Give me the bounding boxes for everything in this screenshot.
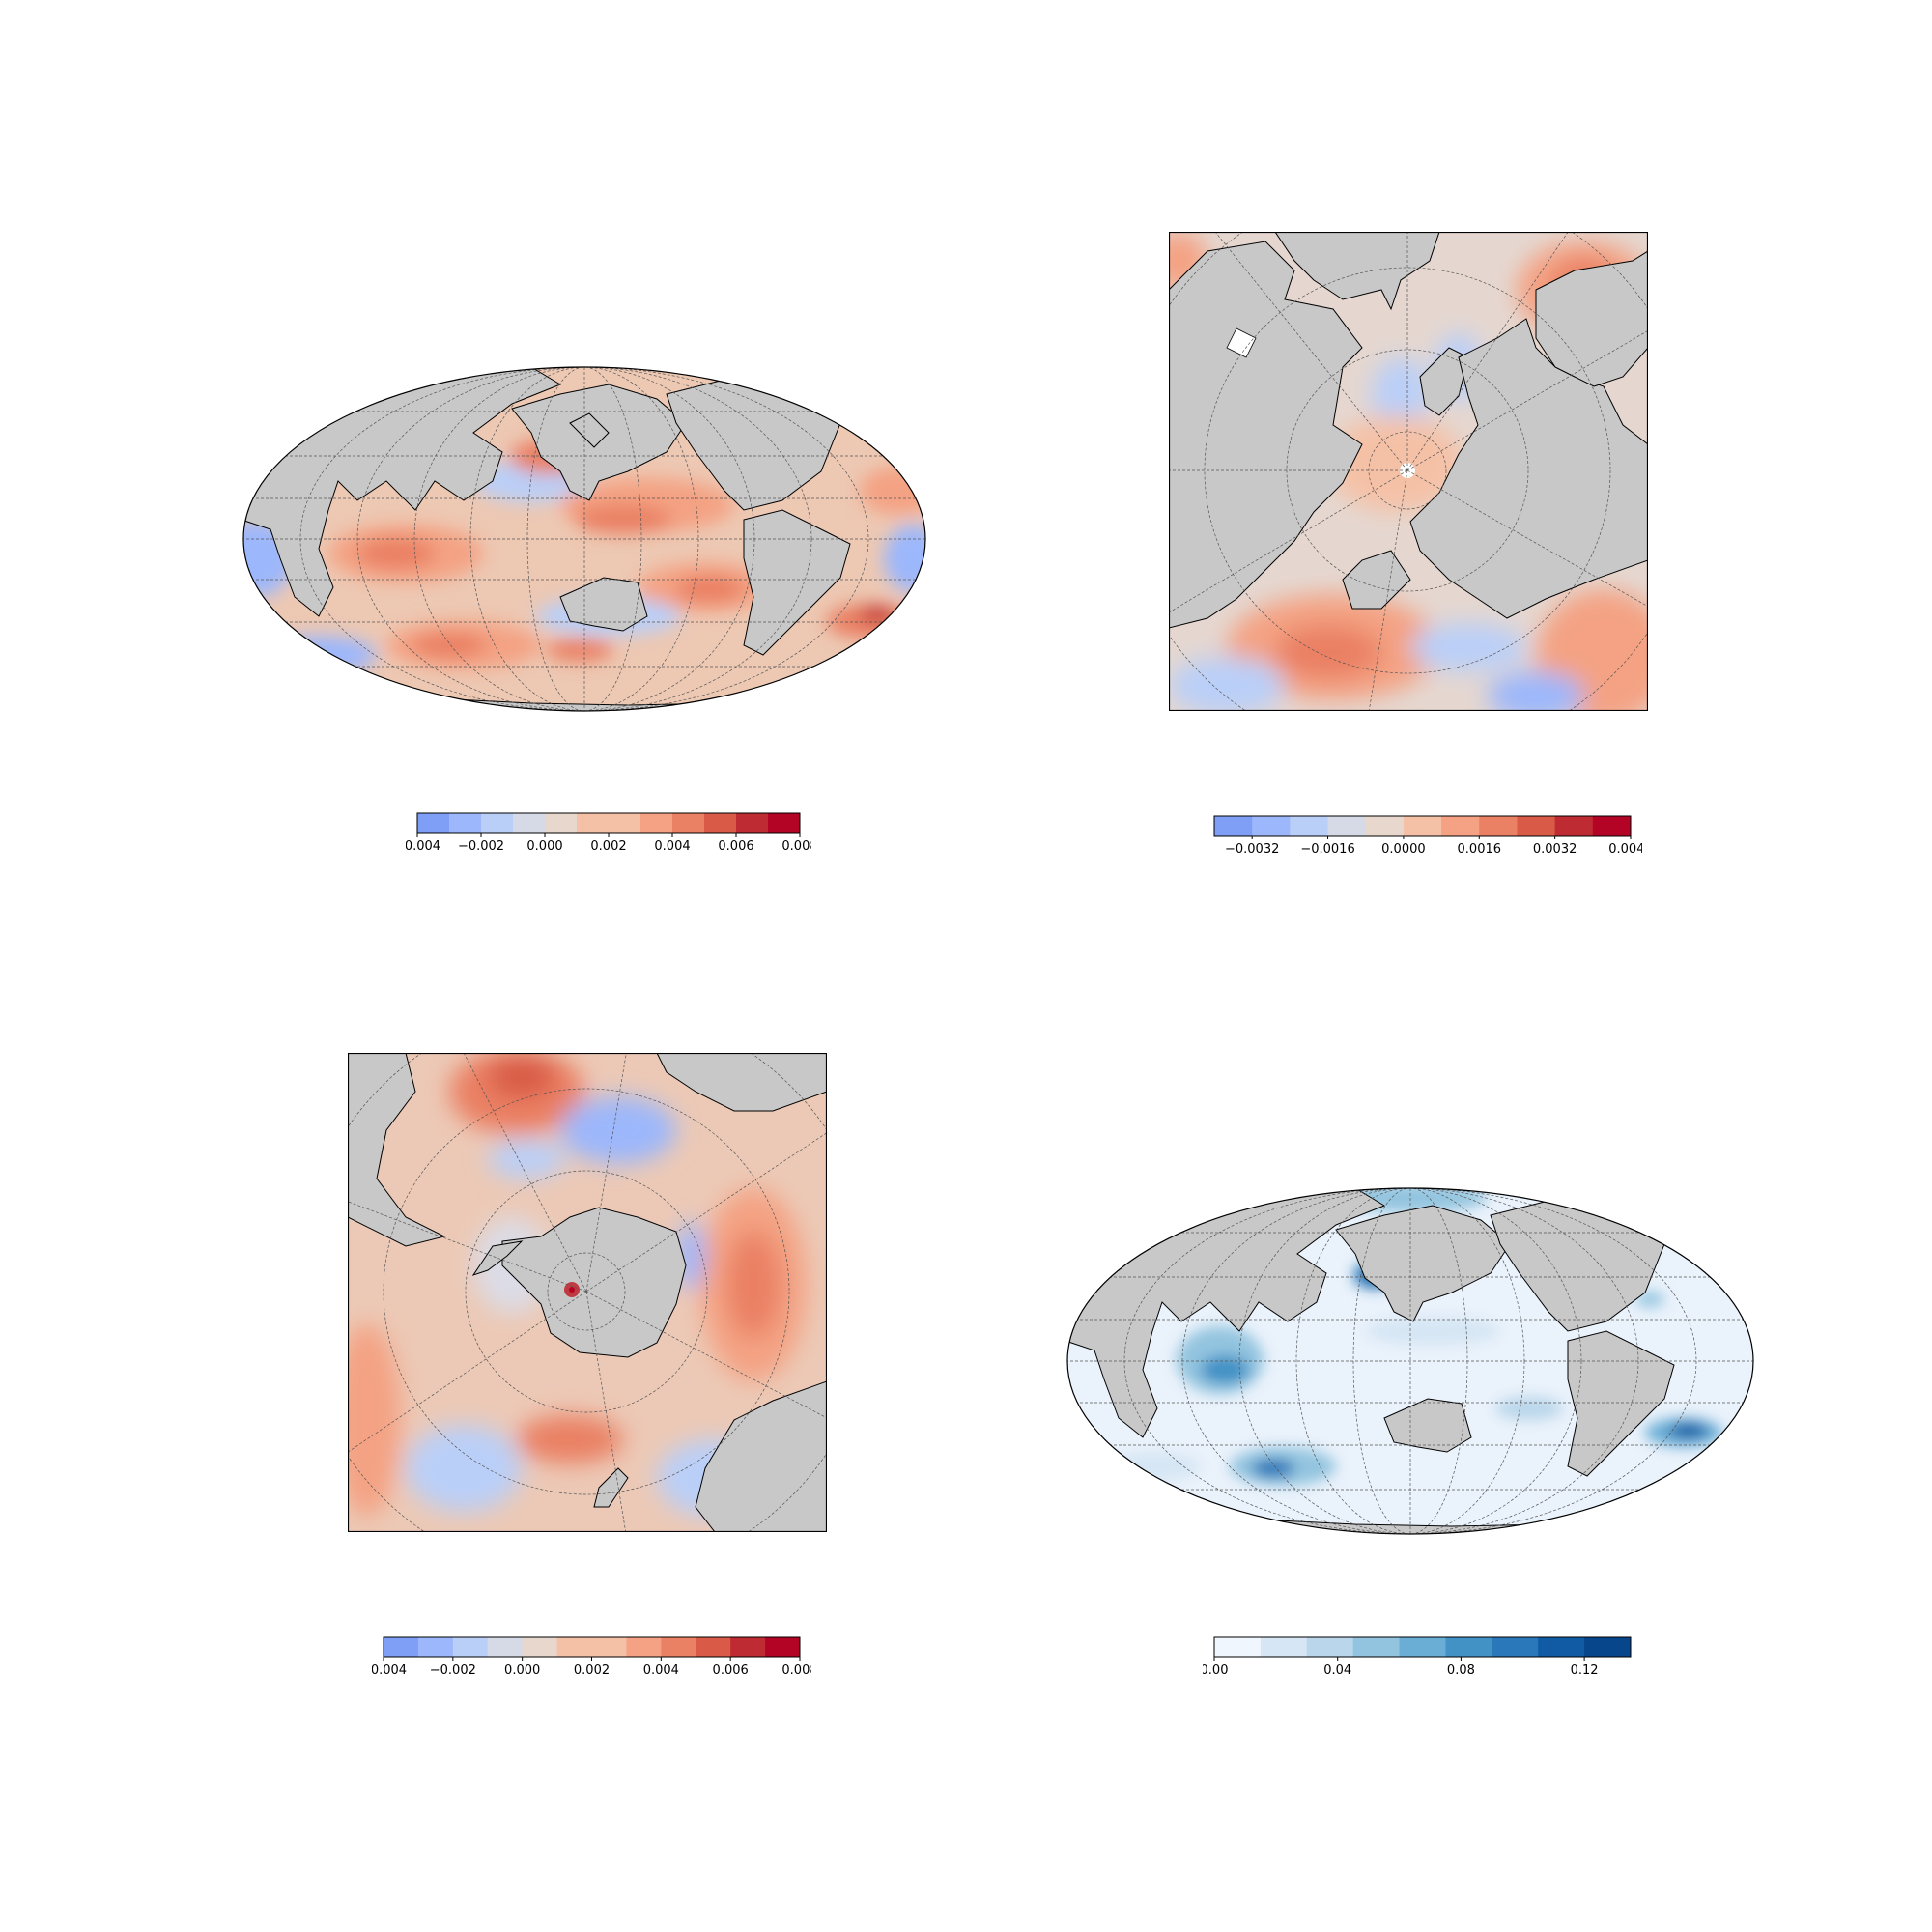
colorbar-segment [417,1637,454,1657]
colorbar-segment [640,813,673,833]
colorbar-tick-label: 0.0016 [1458,842,1502,857]
colorbar-tick-label: 0.008 [781,1663,811,1678]
colorbar-tick-label: 0.000 [504,1663,540,1678]
colorbar-tick-label: 0.04 [1323,1663,1351,1678]
colorbar-tick-label: −0.004 [406,839,440,854]
colorbar-tick-label: 0.002 [574,1663,610,1678]
land-masses [1169,232,1648,629]
colorbar-segment [556,1637,592,1657]
colorbar-segment [1399,1637,1446,1657]
colorbar-segment [1492,1637,1539,1657]
colorbar-tick-label: −0.002 [430,1663,476,1678]
global-anomaly-colorbar: −0.004 −0.002 0.000 0.002 0.004 0.006 0.008 [394,811,818,859]
colorbar-segment [1517,816,1556,836]
colorbar-segment [449,813,482,833]
colorbar-segment [1214,1637,1262,1657]
colorbar-tick-label: −0.0016 [1300,842,1354,857]
colorbar-tick-label: 0.008 [781,839,811,854]
colorbar-frame [1213,1636,1632,1658]
colorbar-svg: −0.004 −0.002 0.000 0.002 0.004 0.006 0.008 [394,812,818,854]
colorbar-tick-label: 0.0048 [1608,842,1642,857]
colorbar-segment [1290,816,1329,836]
colorbar-tick-label: 0.004 [654,839,690,854]
colorbar-segment [384,1637,419,1657]
colorbar-tick-label: 0.00 [1203,1663,1228,1678]
colorbar-segment [768,813,801,833]
colorbar-segment [730,1637,766,1657]
global-spread-map [1066,1187,1754,1535]
south-polar-anomaly-map [348,1053,827,1532]
colorbar-tick-label: −0.0032 [1225,842,1279,857]
colorbar-segment [1327,816,1367,836]
colorbar-segment [626,1637,662,1657]
colorbar-svg: −0.0032 −0.0016 0.0000 0.0016 0.0032 0.0048 [1213,815,1653,857]
colorbar-segment [1352,1637,1401,1657]
colorbar-tick-label: 0.006 [713,1663,749,1678]
colorbar-segment [1403,816,1442,836]
north-polar-anomaly-map [1169,232,1648,711]
south-polar-colorbar: −0.004 −0.002 0.000 0.002 0.004 0.006 0.008 [360,1635,818,1683]
colorbar-segment [672,813,705,833]
colorbar-segment [522,1637,558,1657]
north-polar-colorbar: −0.0032 −0.0016 0.0000 0.0016 0.0032 0.0048 [1203,814,1653,862]
colorbar-segment [1252,816,1291,836]
colorbar-tick-label: −0.002 [458,839,504,854]
colorbar-tick-label: 0.08 [1447,1663,1475,1678]
colorbar-segment [1214,816,1253,836]
colorbar-segment [1479,816,1518,836]
colorbar-segment [765,1637,801,1657]
colorbar-segment [1441,816,1480,836]
land-masses [348,1053,827,1532]
colorbar-tick-label: 0.000 [526,839,562,854]
colorbar-tick-label: 0.0000 [1381,842,1426,857]
global-spread-colorbar: 0.00 0.04 0.08 0.12 [1201,1635,1642,1683]
colorbar-segment [417,813,450,833]
global-anomaly-map [242,366,926,712]
colorbar-segment [1260,1637,1308,1657]
colorbar-segment [1445,1637,1492,1657]
colorbar-segment [696,1637,731,1657]
graticule [1067,1188,1753,1534]
colorbar-svg: 0.00 0.04 0.08 0.12 [1201,1636,1632,1678]
colorbar-tick-label: 0.002 [590,839,626,854]
colorbar-tick-label: 0.006 [718,839,753,854]
colorbar-frame [1213,815,1632,837]
colorbar-segment [1592,816,1632,836]
colorbar-tick-label: 0.0032 [1533,842,1577,857]
graticule [348,1053,827,1532]
colorbar-segment [704,813,737,833]
colorbar-segment [481,813,514,833]
colorbar-segment [513,813,546,833]
colorbar-svg: −0.004 −0.002 0.000 0.002 0.004 0.006 0.008 [360,1636,818,1678]
colorbar-segment [591,1637,627,1657]
colorbar-segment [1306,1637,1354,1657]
colorbar-segment [736,813,769,833]
colorbar-segment [1584,1637,1632,1657]
colorbar-segment [577,813,610,833]
colorbar-tick-label: 0.004 [643,1663,679,1678]
colorbar-segment [1365,816,1405,836]
colorbar-segment [452,1637,489,1657]
graticule [1169,232,1648,711]
colorbar-tick-label: −0.004 [372,1663,407,1678]
colorbar-segment [1538,1637,1585,1657]
colorbar-segment [609,813,641,833]
colorbar-segment [487,1637,524,1657]
colorbar-tick-label: 0.12 [1571,1663,1599,1678]
colorbar-segment [661,1637,696,1657]
colorbar-segment [1554,816,1594,836]
colorbar-segment [545,813,578,833]
